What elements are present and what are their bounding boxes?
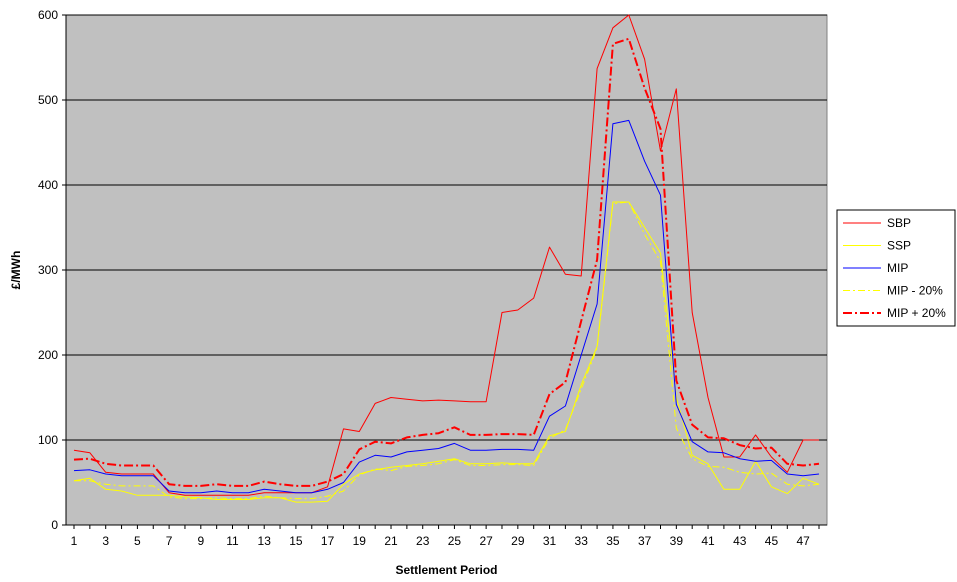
gridlines	[66, 14, 827, 441]
x-tick-label-17: 17	[321, 534, 335, 548]
y-axis-ticks: 0 100 200 300 400 500 600	[38, 8, 66, 532]
x-tick-label-11: 11	[226, 534, 239, 548]
series-line-ssp	[73, 201, 820, 503]
x-tick-label-35: 35	[606, 534, 620, 548]
x-tick-label-25: 25	[448, 534, 462, 548]
x-tick-label-13: 13	[258, 534, 272, 548]
x-axis-title: Settlement Period	[395, 563, 497, 577]
legend: SBP SSP MIP MIP - 20% MIP + 20%	[836, 209, 956, 327]
y-tick-label-600: 600	[38, 8, 58, 22]
legend-label-ssp: SSP	[887, 239, 911, 253]
x-tick-label-47: 47	[796, 534, 810, 548]
x-tick-label-39: 39	[670, 534, 684, 548]
x-tick-label-45: 45	[765, 534, 779, 548]
y-axis-title: £/MWh	[9, 251, 23, 290]
legend-label-mip-20: MIP + 20%	[887, 306, 946, 320]
series-line-sbp	[73, 14, 819, 496]
x-tick-label-15: 15	[289, 534, 303, 548]
series-line-mip	[73, 119, 820, 494]
x-tick-label-1: 1	[71, 534, 78, 548]
x-tick-label-21: 21	[384, 534, 398, 548]
legend-label-sbp: SBP	[887, 216, 911, 230]
x-tick-label-41: 41	[701, 534, 715, 548]
x-tick-label-19: 19	[353, 534, 367, 548]
x-tick-label-27: 27	[479, 534, 493, 548]
x-tick-label-43: 43	[733, 534, 747, 548]
x-tick-label-23: 23	[416, 534, 430, 548]
y-tick-label-0: 0	[51, 518, 58, 532]
y-tick-label-300: 300	[38, 263, 58, 277]
x-tick-label-31: 31	[543, 534, 557, 548]
x-tick-label-9: 9	[197, 534, 204, 548]
y-tick-label-100: 100	[38, 433, 58, 447]
series-line-mip-20	[73, 37, 820, 487]
y-tick-label-400: 400	[38, 178, 58, 192]
series-lines	[73, 14, 820, 503]
y-tick-label-200: 200	[38, 348, 58, 362]
legend-label-mip-20: MIP - 20%	[887, 284, 943, 298]
x-tick-label-29: 29	[511, 534, 525, 548]
y-tick-label-500: 500	[38, 93, 58, 107]
x-axis-ticks: 1 3 5 7 9 11 13 15 17 19 21 23 25 27 29 31 33 35 37 39 41 43 4…	[71, 525, 820, 548]
x-tick-label-3: 3	[102, 534, 109, 548]
series-line-mip-20	[74, 201, 820, 500]
x-tick-label-37: 37	[638, 534, 652, 548]
legend-label-mip: MIP	[887, 261, 908, 275]
x-tick-label-5: 5	[134, 534, 141, 548]
x-tick-label-7: 7	[166, 534, 173, 548]
x-tick-label-33: 33	[575, 534, 589, 548]
